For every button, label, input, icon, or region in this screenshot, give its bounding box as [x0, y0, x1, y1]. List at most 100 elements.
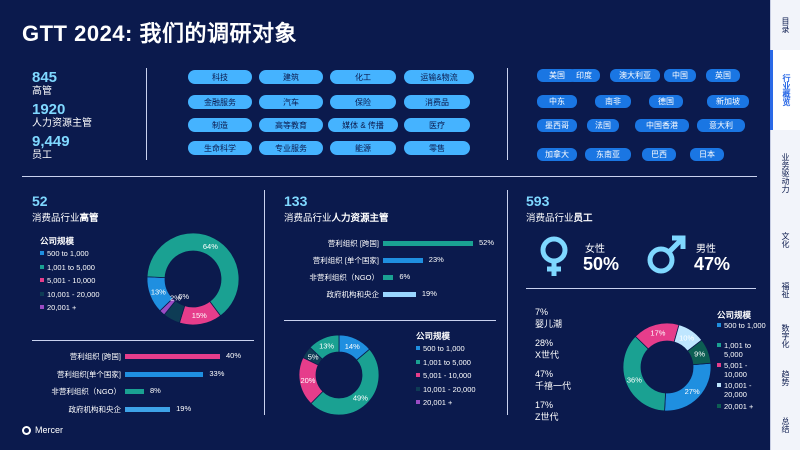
- bar-value: 19%: [176, 403, 192, 413]
- legend-item: 20,001 +: [717, 402, 769, 411]
- sidebar-tab-label: 趋势: [781, 370, 790, 386]
- donut-label: 13%: [319, 342, 334, 351]
- stat-executives: 845 高管: [32, 70, 57, 98]
- legend-swatch: [416, 346, 420, 350]
- bar-value: 52%: [479, 238, 495, 247]
- legend-item: 20,001 +: [40, 303, 100, 312]
- legend-label: 1,001 to 5,000: [47, 262, 95, 272]
- exec-label: 消费品行业高管: [32, 213, 99, 224]
- industry-tag: 医疗: [404, 118, 470, 132]
- bar: [383, 275, 394, 280]
- sidebar-tab[interactable]: 福祉: [770, 265, 800, 315]
- sidebar-tab[interactable]: 趋势: [770, 357, 800, 399]
- country-tag: 南非: [595, 95, 631, 108]
- bar-value: 6%: [399, 272, 411, 281]
- legend-item: 10,001 - 20,000: [717, 381, 769, 399]
- sidebar-tab[interactable]: 业务驱动力: [770, 130, 800, 215]
- bar: [383, 241, 473, 246]
- country-tag: 东南亚: [585, 148, 631, 161]
- donut-label: 2%: [170, 294, 181, 303]
- bar-row-label: 非营利组织（NGO）: [309, 273, 379, 282]
- legend-label: 10,001 - 20,000: [423, 384, 476, 394]
- donut-label: 64%: [203, 242, 218, 251]
- hr-label: 消费品行业人力资源主管: [284, 213, 389, 224]
- country-tag: 英国: [706, 69, 740, 82]
- industry-tag: 科技: [188, 70, 252, 84]
- industry-tag: 运输&物流: [404, 70, 474, 84]
- legend-swatch: [416, 373, 420, 377]
- female-percent: 50%: [583, 254, 620, 274]
- bar-row-label: 政府机构和央企: [326, 290, 380, 299]
- industry-tag: 消费品: [404, 95, 470, 109]
- legend-swatch: [416, 359, 420, 364]
- industry-tag: 化工: [330, 70, 396, 84]
- bar: [125, 354, 220, 359]
- legend-swatch: [40, 264, 44, 269]
- generation-item: 17% Z世代: [535, 399, 559, 423]
- bar-value: 33%: [209, 368, 225, 378]
- donut-label: 15%: [192, 311, 207, 320]
- legend-label: 500 to 1,000: [423, 344, 465, 353]
- sidebar-tab[interactable]: 总结: [770, 399, 800, 450]
- legend-item: 10,001 - 20,000: [416, 385, 476, 394]
- legend-label: 1,001 to 5,000: [724, 341, 752, 359]
- bar-value: 23%: [428, 255, 444, 264]
- country-tag: 日本: [690, 148, 724, 161]
- sidebar-tab[interactable]: 文化: [770, 215, 800, 265]
- generation-percent: 7%: [535, 307, 549, 317]
- exec-size-title: 公司规模: [40, 236, 75, 246]
- bar-row-label: 非营利组织（NGO）: [51, 387, 121, 396]
- industry-tag: 金融服务: [188, 95, 252, 109]
- sidebar-tab-label: 文化: [781, 232, 790, 248]
- divider: [507, 68, 508, 160]
- industry-tag: 建筑: [259, 70, 323, 84]
- donut-slice: [622, 335, 666, 412]
- bar-row-label: 政府机构和央企: [68, 404, 122, 414]
- stat-hr: 1920 人力资源主管: [32, 102, 92, 130]
- sidebar-tab[interactable]: 行业概览: [770, 50, 800, 130]
- generation-percent: 17%: [535, 400, 554, 410]
- country-tag: 意大利: [697, 119, 745, 132]
- sidebar-tab-label: 总结: [781, 416, 790, 433]
- bar: [125, 406, 171, 412]
- legend-item: 5,001 - 10,000: [416, 371, 476, 380]
- legend-item: 500 to 1,000: [40, 249, 100, 258]
- divider: [507, 190, 508, 415]
- bar: [125, 389, 144, 394]
- divider: [526, 288, 756, 289]
- legend-swatch: [40, 291, 44, 296]
- divider: [22, 176, 757, 177]
- country-tag: 墨西哥: [537, 119, 577, 132]
- country-tag: 新加坡: [707, 95, 749, 108]
- stat-label: 高管: [32, 86, 52, 97]
- generation-name: X世代: [535, 350, 560, 360]
- male-label: 男性: [696, 244, 716, 255]
- mercer-logo: Mercer: [22, 425, 63, 435]
- sidebar-tab-label: 数字化: [781, 324, 790, 348]
- exec-size-donut: 13% 64% 15% 6%2%: [146, 232, 240, 326]
- sidebar-tab[interactable]: 目录: [770, 0, 800, 50]
- generation-percent: 28%: [535, 338, 554, 348]
- emp-size-title: 公司规模: [717, 310, 752, 320]
- industry-tag: 零售: [404, 141, 470, 155]
- divider: [146, 68, 147, 160]
- legend-label: 1,001 to 5,000: [423, 357, 471, 367]
- female-icon: [540, 236, 568, 276]
- legend-item: 1,001 to 5,000: [40, 263, 100, 272]
- legend-swatch: [717, 363, 721, 367]
- legend-item: 10,001 - 20,000: [40, 290, 100, 299]
- legend-item: 20,001 +: [416, 398, 476, 407]
- industry-tag: 媒体 & 传播: [328, 118, 398, 132]
- country-tag: 中国香港: [635, 119, 689, 132]
- generation-item: 7% 婴儿潮: [535, 306, 562, 330]
- sidebar-tab[interactable]: 数字化: [770, 315, 800, 357]
- donut-label: 27%: [685, 387, 700, 396]
- page-title: GTT 2024: 我们的调研对象: [22, 21, 297, 46]
- legend-label: 5,001 - 10,000: [724, 361, 748, 379]
- bar-value: 8%: [150, 386, 161, 395]
- hr-size-donut: 14% 49% 20% 5%13%: [298, 334, 380, 416]
- bar: [125, 371, 204, 377]
- legend-label: 20,001 +: [423, 398, 453, 407]
- donut-label: 9%: [694, 350, 705, 359]
- donut-label: 17%: [650, 329, 665, 338]
